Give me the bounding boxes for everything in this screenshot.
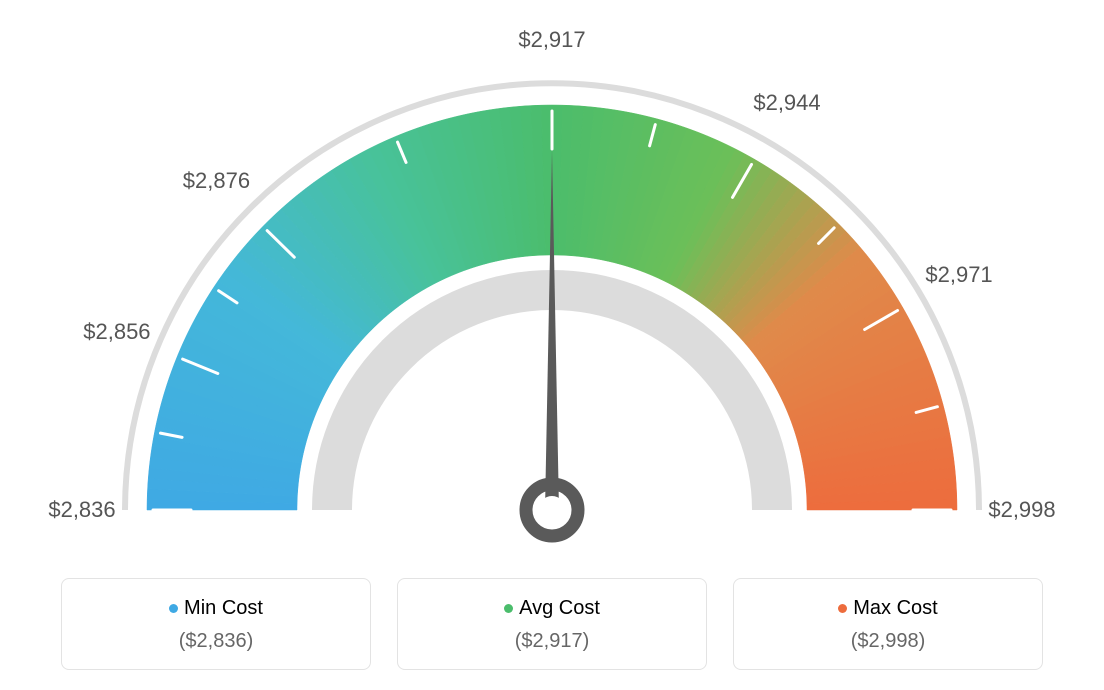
legend-row: Min Cost ($2,836) Avg Cost ($2,917) Max … <box>0 578 1104 670</box>
legend-card-avg: Avg Cost ($2,917) <box>397 578 707 670</box>
legend-card-min: Min Cost ($2,836) <box>61 578 371 670</box>
legend-dot-avg <box>504 604 513 613</box>
gauge-tick-label: $2,944 <box>753 90 820 116</box>
gauge-tick-label: $2,876 <box>183 168 250 194</box>
legend-title-avg: Avg Cost <box>408 597 696 620</box>
legend-label-avg: Avg Cost <box>519 597 600 619</box>
gauge-tick-label: $2,998 <box>988 497 1055 523</box>
gauge-tick-label: $2,971 <box>925 262 992 288</box>
legend-dot-min <box>169 604 178 613</box>
gauge-tick-label: $2,917 <box>518 27 585 53</box>
legend-title-max: Max Cost <box>744 597 1032 620</box>
legend-label-max: Max Cost <box>853 597 937 619</box>
gauge-chart: $2,836 $2,856 $2,876 $2,917 $2,944 $2,971 $2,9… <box>0 0 1104 540</box>
legend-value-max: ($2,998) <box>744 630 1032 653</box>
legend-value-avg: ($2,917) <box>408 630 696 653</box>
gauge-tick-label: $2,856 <box>83 319 150 345</box>
legend-title-min: Min Cost <box>72 597 360 620</box>
gauge-svg <box>0 30 1104 570</box>
legend-value-min: ($2,836) <box>72 630 360 653</box>
legend-dot-max <box>838 604 847 613</box>
legend-label-min: Min Cost <box>184 597 263 619</box>
gauge-tick-label: $2,836 <box>48 497 115 523</box>
legend-card-max: Max Cost ($2,998) <box>733 578 1043 670</box>
